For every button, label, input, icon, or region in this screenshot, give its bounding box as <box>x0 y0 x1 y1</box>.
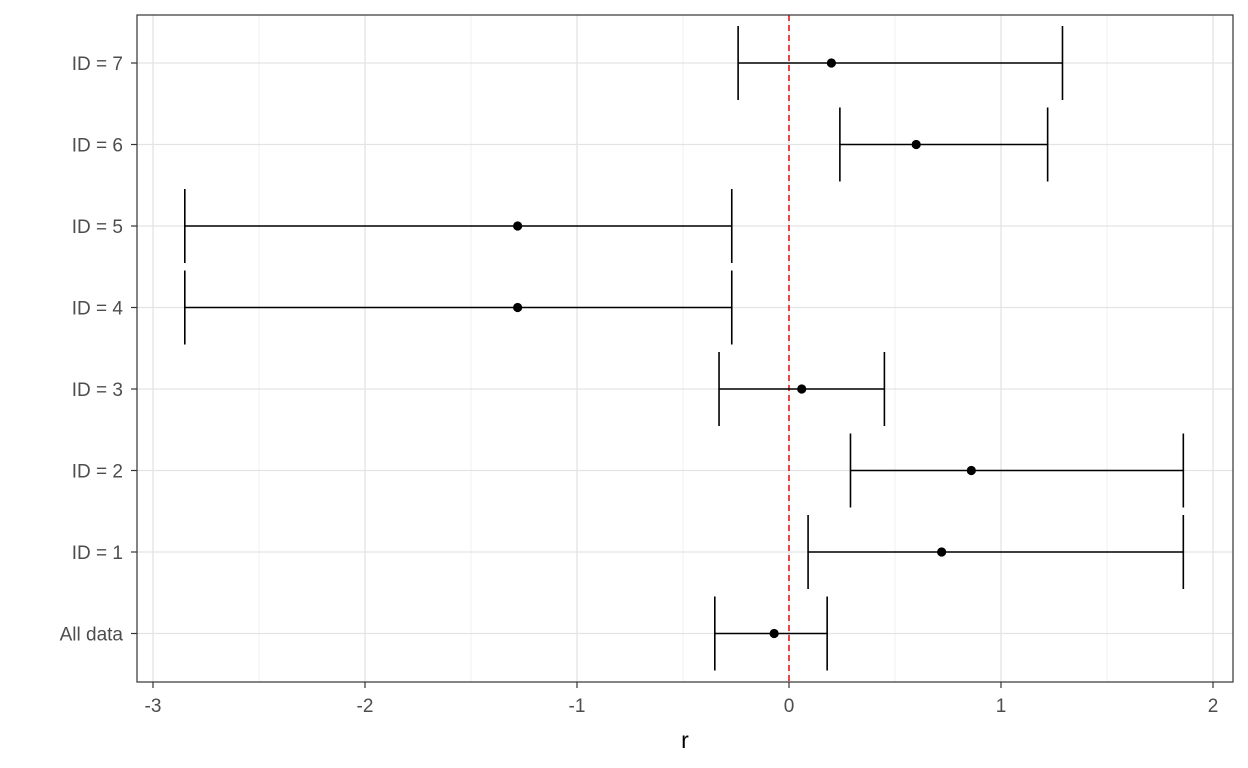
estimate-point <box>513 221 523 231</box>
x-tick-label: -1 <box>569 696 586 717</box>
x-tick-label: -2 <box>357 696 374 717</box>
estimate-point <box>937 547 947 557</box>
x-tick-label: -3 <box>145 696 162 717</box>
interval-series <box>184 26 1185 671</box>
x-tick-label: 0 <box>784 696 795 717</box>
y-tick-label: ID = 1 <box>72 543 123 564</box>
y-tick-label: All data <box>60 625 124 646</box>
y-tick-label: ID = 6 <box>72 136 123 157</box>
estimate-point <box>911 139 921 150</box>
x-tick-label: 2 <box>1208 696 1219 717</box>
plot-panel-border <box>136 14 1234 683</box>
y-tick-label: ID = 5 <box>72 217 123 238</box>
x-axis: -3 -2 -1 0 1 2 <box>145 682 1219 717</box>
y-axis: All data ID = 1 ID = 2 ID = 3 ID = 4 ID = 5 ID… <box>60 54 137 646</box>
x-tick-label: 1 <box>996 696 1007 717</box>
estimate-point <box>826 58 837 68</box>
estimate-point <box>513 302 523 313</box>
y-tick-label: ID = 2 <box>72 462 123 483</box>
estimate-point <box>769 628 779 639</box>
y-tick-label: ID = 3 <box>72 380 123 401</box>
x-axis-title: r <box>681 727 689 753</box>
y-tick-label: ID = 4 <box>72 299 124 320</box>
estimate-point <box>797 384 807 394</box>
y-tick-label: ID = 7 <box>72 54 123 75</box>
estimate-point <box>966 465 976 476</box>
